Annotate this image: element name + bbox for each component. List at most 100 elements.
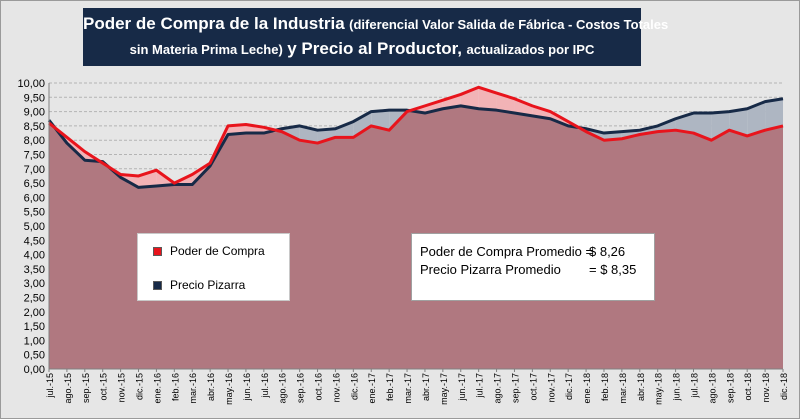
x-tick-label: sep.-16 [296, 373, 306, 403]
difference-band [747, 101, 766, 136]
y-tick-label: 2,00 [24, 307, 45, 319]
series-line-poder-de-compra [48, 85, 784, 185]
average-pizarra: Precio Pizarra Promedio = $ 8,35 [420, 262, 654, 280]
y-tick-label: 6,50 [24, 178, 45, 190]
legend-label-poder: Poder de Compra [170, 244, 265, 258]
y-tick-label: 9,00 [24, 107, 45, 119]
y-tick-label: 7,50 [24, 150, 45, 162]
x-tick-label: dic.-16 [349, 373, 359, 400]
legend-swatch-pizarra [153, 280, 162, 290]
x-tick-label: nov.-15 [117, 373, 127, 402]
x-tick-label: feb.-16 [170, 373, 180, 401]
legend-item-pizarra: Precio Pizarra [153, 277, 245, 293]
difference-band [424, 100, 443, 114]
x-tick-label: oct.-18 [743, 373, 753, 401]
x-tick-label: abr.-16 [206, 373, 216, 401]
x-tick-label: mar.-16 [188, 373, 198, 404]
x-tick-label: mar.-18 [618, 373, 628, 404]
chart-title: Poder de Compra de la Industria (diferen… [83, 8, 668, 66]
average-poder: Poder de Compra Promedio = $ 8,26 [420, 244, 654, 262]
x-tick-label: sep.-15 [81, 373, 91, 403]
difference-band [138, 170, 157, 188]
y-tick-label: 9,50 [24, 92, 45, 104]
x-tick-label: jul.-18 [689, 373, 699, 399]
x-tick-label: nov.-18 [761, 373, 771, 402]
legend: Poder de Compra Precio Pizarra [137, 233, 290, 301]
difference-band [371, 110, 390, 131]
x-tick-label: feb.-17 [385, 373, 395, 401]
y-tick-label: 3,50 [24, 264, 45, 276]
x-tick-label: nov.-16 [331, 373, 341, 402]
x-tick-label: dic.-15 [135, 373, 145, 400]
legend-swatch-poder [153, 246, 162, 256]
x-tick-label: jun.-18 [672, 373, 682, 402]
title-subtitle-c: actualizados por IPC [466, 42, 595, 57]
x-tick-label: oct.-16 [314, 373, 324, 401]
title-subtitle-a: (diferencial Valor Salida de Fábrica - C… [349, 17, 669, 32]
x-tick-label: sep.-17 [510, 373, 520, 403]
difference-band [711, 111, 730, 141]
x-tick-label: abr.-18 [636, 373, 646, 401]
difference-band [765, 98, 783, 131]
average-pizarra-value: = $ 8,35 [589, 262, 637, 277]
x-tick-label: dic.-18 [779, 373, 789, 400]
x-tick-label: ago.-15 [63, 373, 73, 404]
difference-band [460, 87, 479, 109]
y-tick-label: 1,00 [24, 335, 45, 347]
x-tick-label: ene.-16 [152, 373, 162, 404]
difference-band [729, 108, 748, 136]
title-main: Poder de Compra de la Industria [83, 14, 345, 33]
y-tick-label: 8,00 [24, 135, 45, 147]
averages-box: Poder de Compra Promedio = $ 8,26 Precio… [411, 233, 655, 301]
x-tick-label: feb.-18 [600, 373, 610, 401]
legend-label-pizarra: Precio Pizarra [170, 278, 246, 292]
x-tick-label: may.-18 [654, 373, 664, 405]
title-secondary: y Precio al Productor, [287, 39, 463, 58]
x-tick-label: nov.-17 [546, 373, 556, 402]
difference-band [335, 121, 354, 138]
y-tick-label: 0,50 [24, 350, 45, 362]
legend-item-poder: Poder de Compra [153, 243, 265, 259]
x-tick-label: ago.-18 [707, 373, 717, 404]
y-tick-label: 5,50 [24, 207, 45, 219]
x-tick-label: dic.-17 [564, 373, 574, 400]
y-tick-label: 4,50 [24, 235, 45, 247]
y-tick-label: 8,50 [24, 121, 45, 133]
y-tick-label: 7,00 [24, 164, 45, 176]
series-lines [47, 85, 784, 189]
title-subtitle-b: sin Materia Prima Leche) [129, 42, 283, 57]
x-tick-label: ene.-18 [582, 373, 592, 404]
y-tick-label: 4,00 [24, 250, 45, 262]
y-tick-label: 5,00 [24, 221, 45, 233]
x-tick-label: jul.-17 [475, 373, 485, 399]
x-tick-label: mar.-17 [403, 373, 413, 404]
difference-band [514, 98, 533, 116]
difference-band [317, 128, 336, 144]
x-tick-label: jul.-15 [45, 373, 55, 399]
x-tick-label: ene.-17 [367, 373, 377, 404]
y-tick-label: 0,00 [24, 364, 45, 376]
x-tick-label: sep.-18 [725, 373, 735, 403]
x-tick-label: abr.-17 [421, 373, 431, 401]
y-tick-label: 10,00 [17, 78, 45, 90]
x-tick-label: jul.-16 [260, 373, 270, 399]
x-tick-label: oct.-15 [99, 373, 109, 401]
series-line-precio-pizarra [47, 97, 784, 189]
axes: 0,00 0,50 1,00 1,50 2,00 2,50 3,00 3,50 4,00 4,50… [17, 78, 789, 405]
average-poder-value: $ 8,26 [589, 244, 626, 259]
average-poder-label: Poder de Compra Promedio = [420, 244, 594, 259]
x-tick-label: may.-17 [439, 373, 449, 405]
x-tick-label: ago.-16 [278, 373, 288, 404]
y-tick-label: 6,00 [24, 192, 45, 204]
difference-band [353, 111, 372, 138]
x-tick-label: jun.-16 [242, 373, 252, 402]
x-tick-label: oct.-17 [528, 373, 538, 401]
average-pizarra-label: Precio Pizarra Promedio [420, 262, 561, 277]
y-tick-label: 3,00 [24, 278, 45, 290]
y-tick-label: 2,50 [24, 293, 45, 305]
x-tick-label: jun.-17 [457, 373, 467, 402]
x-tick-label: ago.-17 [493, 373, 503, 404]
y-tick-label: 1,50 [24, 321, 45, 333]
